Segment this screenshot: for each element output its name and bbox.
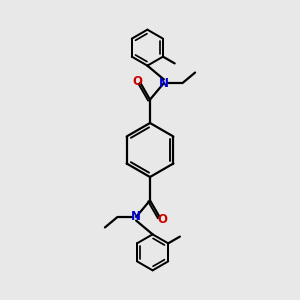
Text: O: O [132,75,142,88]
Text: N: N [159,76,169,90]
Text: N: N [131,210,141,224]
Text: O: O [158,213,168,226]
